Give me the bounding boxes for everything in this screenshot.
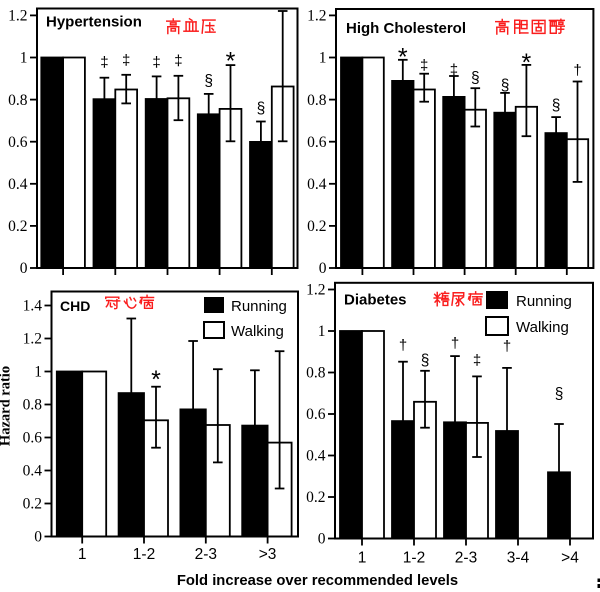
svg-text:Walking: Walking <box>231 323 284 340</box>
svg-text:1: 1 <box>78 546 87 563</box>
svg-text:§: § <box>555 386 564 403</box>
svg-text:1.2: 1.2 <box>307 8 326 25</box>
svg-text:†: † <box>503 338 511 355</box>
svg-text:0.4: 0.4 <box>307 176 327 193</box>
svg-text:0.6: 0.6 <box>307 134 327 151</box>
svg-text:‡: ‡ <box>100 54 108 71</box>
svg-text:0: 0 <box>319 260 327 277</box>
svg-text:1.2: 1.2 <box>23 331 42 348</box>
svg-text:0.8: 0.8 <box>307 92 327 109</box>
svg-text:>3: >3 <box>259 546 277 563</box>
svg-text:0: 0 <box>20 260 28 277</box>
svg-text:>4: >4 <box>561 549 579 566</box>
svg-text:*: * <box>151 366 161 394</box>
svg-text:Running: Running <box>516 293 572 310</box>
svg-text:2-3: 2-3 <box>195 546 217 563</box>
svg-text:Diabetes: Diabetes <box>344 292 407 309</box>
svg-text:*: * <box>398 44 408 72</box>
svg-text:0.8: 0.8 <box>8 92 28 109</box>
svg-text:1-2: 1-2 <box>403 549 425 566</box>
svg-text:1: 1 <box>358 549 367 566</box>
svg-text:3-4: 3-4 <box>507 549 530 566</box>
svg-text:‡: ‡ <box>473 352 481 369</box>
svg-text:0.2: 0.2 <box>23 496 42 513</box>
svg-text:1: 1 <box>319 50 327 67</box>
svg-text:†: † <box>399 337 407 354</box>
svg-text:0.8: 0.8 <box>23 397 43 414</box>
svg-text:1-2: 1-2 <box>133 546 155 563</box>
svg-text:Fold increase over recommended: Fold increase over recommended levels <box>177 573 458 589</box>
svg-text:1: 1 <box>20 50 28 67</box>
svg-text:*: * <box>226 48 236 76</box>
svg-text:0: 0 <box>318 531 326 548</box>
svg-text:*: * <box>522 49 532 77</box>
svg-text:0.6: 0.6 <box>306 406 326 423</box>
svg-text:†: † <box>451 335 459 352</box>
svg-text:1: 1 <box>34 364 42 381</box>
svg-text:0.4: 0.4 <box>23 463 43 480</box>
svg-text:Hypertension: Hypertension <box>46 14 142 31</box>
svg-text:§: § <box>421 352 430 369</box>
svg-text:‡: ‡ <box>122 52 130 69</box>
svg-text:1.2: 1.2 <box>8 8 27 25</box>
svg-text:‡: ‡ <box>420 57 428 74</box>
svg-text:1.4: 1.4 <box>23 298 43 315</box>
svg-text:§: § <box>257 100 266 117</box>
svg-text:†: † <box>573 62 581 79</box>
svg-text:1: 1 <box>318 323 326 340</box>
svg-text:0.4: 0.4 <box>306 448 326 465</box>
svg-text:§: § <box>552 97 561 114</box>
svg-text:0.2: 0.2 <box>8 218 27 235</box>
svg-text:0.6: 0.6 <box>8 134 28 151</box>
svg-text:‡: ‡ <box>450 62 458 79</box>
svg-text:0: 0 <box>34 529 42 546</box>
svg-text:§: § <box>501 77 510 94</box>
svg-text:2-3: 2-3 <box>455 549 477 566</box>
svg-text:1.2: 1.2 <box>306 282 325 299</box>
svg-text:0.2: 0.2 <box>306 489 325 506</box>
svg-text:0.2: 0.2 <box>307 218 326 235</box>
svg-text:Hazard ratio: Hazard ratio <box>0 366 14 446</box>
svg-text:§: § <box>471 70 480 87</box>
svg-text:0.8: 0.8 <box>306 365 326 382</box>
svg-text:CHD: CHD <box>60 298 90 314</box>
svg-text:‡: ‡ <box>152 54 160 71</box>
svg-text:High Cholesterol: High Cholesterol <box>346 20 466 37</box>
svg-text:‡: ‡ <box>174 53 182 70</box>
svg-text:Walking: Walking <box>516 319 569 336</box>
svg-text:§: § <box>204 73 213 90</box>
svg-text:0.6: 0.6 <box>23 430 43 447</box>
svg-text:0.4: 0.4 <box>8 176 28 193</box>
svg-text:Running: Running <box>231 298 287 315</box>
